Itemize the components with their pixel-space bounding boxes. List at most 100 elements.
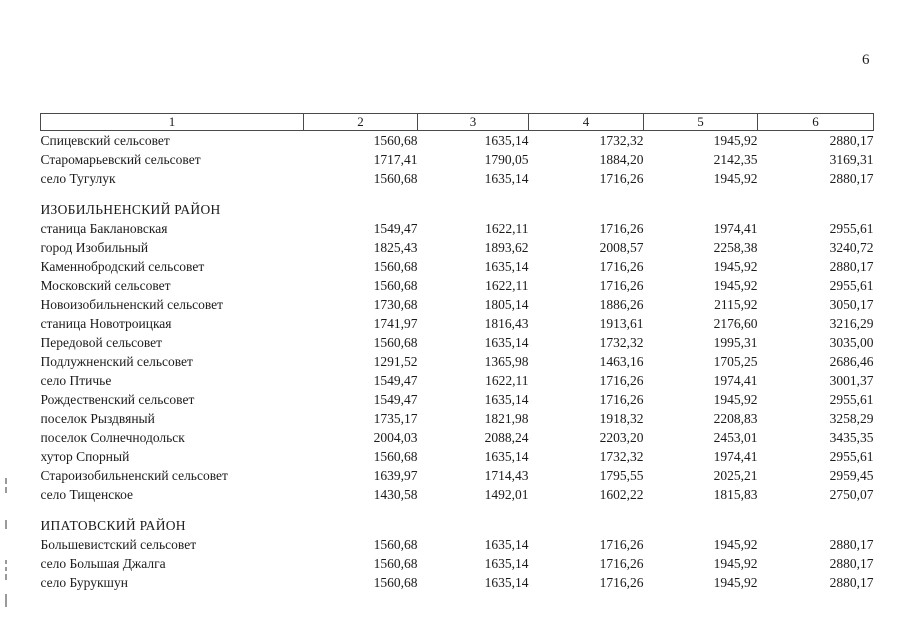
- value-cell: 2880,17: [829, 258, 874, 274]
- scan-artifact: [5, 574, 7, 580]
- value-cell: 2115,92: [714, 296, 758, 312]
- value-cell: 1635,14: [484, 555, 529, 571]
- settlement-name-cell: село Птичье: [40, 372, 112, 388]
- value-cell: 2880,17: [829, 574, 874, 590]
- value-cell: 1365,98: [484, 353, 529, 369]
- value-cell: 1716,26: [599, 574, 644, 590]
- table-row: село Тугулук 1560,68 1635,14 1716,26 1945,92…: [41, 169, 874, 188]
- value-cell: 1635,14: [484, 334, 529, 350]
- table-row: Новоизобильненский сельсовет 1730,68 1805,…: [41, 295, 874, 314]
- value-cell: 1635,14: [484, 391, 529, 407]
- value-cell: 1560,68: [373, 277, 418, 293]
- value-cell: 2008,57: [599, 239, 644, 255]
- value-cell: 1622,11: [485, 220, 529, 236]
- value-cell: 1716,26: [599, 277, 644, 293]
- scan-artifact: [5, 560, 7, 564]
- value-cell: 3035,00: [829, 334, 874, 350]
- section-spacer-row: [41, 188, 874, 200]
- section-spacer-cell: [41, 188, 874, 200]
- value-cell: 1291,52: [373, 353, 418, 369]
- value-cell: 2004,03: [373, 429, 418, 445]
- value-cell: 1815,83: [713, 486, 758, 502]
- value-cell: 1602,22: [599, 486, 644, 502]
- value-cell: 1945,92: [713, 391, 758, 407]
- table-row: село Большая Джалга 1560,68 1635,14 1716,26…: [41, 554, 874, 573]
- value-cell: 1945,92: [713, 555, 758, 571]
- value-cell: 1945,92: [713, 536, 758, 552]
- table-row: Рождественский сельсовет 1549,47 1635,14 17…: [41, 390, 874, 409]
- value-cell: 1622,11: [485, 277, 529, 293]
- value-cell: 1549,47: [373, 391, 418, 407]
- section-title: ИЗОБИЛЬНЕНСКИЙ РАЙОН: [40, 201, 221, 217]
- column-header: 1: [40, 113, 304, 131]
- value-cell: 2959,45: [829, 467, 874, 483]
- value-cell: 1560,68: [373, 448, 418, 464]
- value-cell: 1825,43: [373, 239, 418, 255]
- value-cell: 1795,55: [599, 467, 644, 483]
- value-cell: 1735,17: [373, 410, 418, 426]
- table-row: Подлужненский сельсовет 1291,52 1365,98 146…: [41, 352, 874, 371]
- table-row: Старомарьевский сельсовет 1717,41 1790,05 1…: [41, 150, 874, 169]
- table-row: поселок Рыздвяный 1735,17 1821,98 1918,32 22…: [41, 409, 874, 428]
- scan-artifact: [5, 520, 7, 529]
- value-cell: 2025,21: [713, 467, 758, 483]
- value-cell: 1560,68: [373, 334, 418, 350]
- value-cell: 1430,58: [373, 486, 418, 502]
- value-cell: 1635,14: [484, 536, 529, 552]
- page-number: 6: [862, 52, 870, 68]
- value-cell: 1635,14: [484, 448, 529, 464]
- value-cell: 1945,92: [713, 277, 758, 293]
- value-cell: 1549,47: [373, 372, 418, 388]
- value-cell: 1732,32: [599, 334, 644, 350]
- value-cell: 2880,17: [829, 536, 874, 552]
- value-cell: 1717,41: [373, 151, 418, 167]
- value-cell: 1716,26: [599, 170, 644, 186]
- value-cell: 3001,37: [829, 372, 874, 388]
- value-cell: 1716,26: [599, 258, 644, 274]
- settlement-name-cell: Староизобильненский сельсовет: [40, 467, 228, 483]
- value-cell: 3169,31: [829, 151, 874, 167]
- value-cell: 1741,97: [373, 315, 418, 331]
- value-cell: 1622,11: [485, 372, 529, 388]
- settlement-name-cell: село Бурукшун: [40, 574, 128, 590]
- value-cell: 1635,14: [484, 132, 529, 148]
- settlement-name-cell: Московский сельсовет: [40, 277, 171, 293]
- value-cell: 1893,62: [484, 239, 529, 255]
- value-cell: 1714,43: [484, 467, 529, 483]
- value-cell: 2258,38: [713, 239, 758, 255]
- table-row: Каменнобродский сельсовет 1560,68 1635,14 1…: [41, 257, 874, 276]
- value-cell: 1560,68: [373, 555, 418, 571]
- value-cell: 2142,35: [713, 151, 758, 167]
- value-cell: 1974,41: [713, 448, 758, 464]
- value-cell: 1635,14: [484, 574, 529, 590]
- value-cell: 1492,01: [484, 486, 529, 502]
- value-cell: 3258,29: [829, 410, 874, 426]
- value-cell: 1560,68: [373, 536, 418, 552]
- value-cell: 2088,24: [484, 429, 529, 445]
- value-cell: 2203,20: [599, 429, 644, 445]
- value-cell: 2880,17: [829, 170, 874, 186]
- value-cell: 1705,25: [713, 353, 758, 369]
- settlement-name-cell: станица Новотроицкая: [40, 315, 172, 331]
- value-cell: 1730,68: [373, 296, 418, 312]
- value-cell: 1945,92: [713, 132, 758, 148]
- section-spacer-cell: [41, 504, 874, 516]
- value-cell: 1639,97: [373, 467, 418, 483]
- value-cell: 3240,72: [829, 239, 874, 255]
- value-cell: 2208,83: [713, 410, 758, 426]
- value-cell: 1716,26: [599, 391, 644, 407]
- table-row: село Тищенское 1430,58 1492,01 1602,22 1815,…: [41, 485, 874, 504]
- table-row: станица Баклановская 1549,47 1622,11 1716,2…: [41, 219, 874, 238]
- scan-artifact: [5, 487, 7, 493]
- value-cell: 1716,26: [599, 372, 644, 388]
- scan-artifact: [5, 594, 7, 607]
- value-cell: 2176,60: [713, 315, 758, 331]
- table-row: Большевистский сельсовет 1560,68 1635,14 17…: [41, 535, 874, 554]
- settlement-name-cell: Новоизобильненский сельсовет: [40, 296, 224, 312]
- value-cell: 1805,14: [484, 296, 529, 312]
- settlement-name-cell: поселок Солнечнодольск: [40, 429, 185, 445]
- column-header: 2: [303, 113, 418, 131]
- value-cell: 1995,31: [713, 334, 758, 350]
- value-cell: 1635,14: [484, 258, 529, 274]
